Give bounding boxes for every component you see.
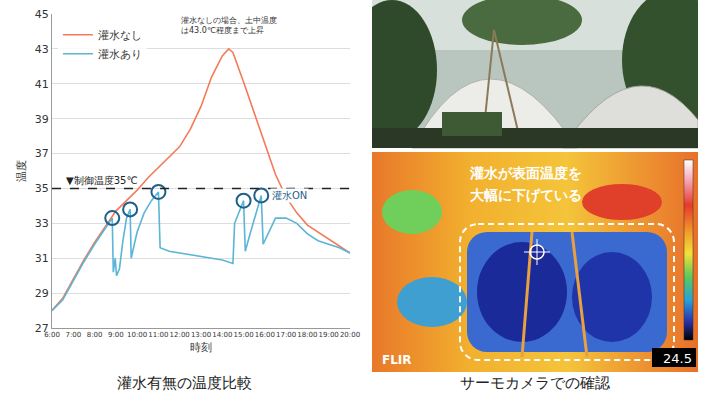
svg-text:15:00: 15:00 xyxy=(233,331,253,339)
svg-text:灌水なしの場合、土中温度は43.0℃程度まで上昇: 灌水なしの場合、土中温度は43.0℃程度まで上昇 xyxy=(181,16,277,35)
svg-text:20:00: 20:00 xyxy=(340,331,360,339)
svg-text:7:00: 7:00 xyxy=(65,331,81,339)
svg-text:FLIR: FLIR xyxy=(382,353,412,367)
svg-text:灌水なし: 灌水なし xyxy=(98,29,142,42)
svg-text:19:00: 19:00 xyxy=(319,331,339,339)
html-text:サーモカメラでの確認: サーモカメラでの確認 xyxy=(460,374,610,392)
svg-text:時刻: 時刻 xyxy=(190,341,212,354)
svg-text:9:00: 9:00 xyxy=(108,331,124,339)
svg-text:6:00: 6:00 xyxy=(44,331,60,339)
svg-text:45: 45 xyxy=(35,8,49,21)
svg-text:16:00: 16:00 xyxy=(255,331,275,339)
svg-text:17:00: 17:00 xyxy=(276,331,296,339)
html-text:灌水有無の温度比較: 灌水有無の温度比較 xyxy=(116,374,252,392)
svg-text:41: 41 xyxy=(35,78,49,91)
svg-text:43: 43 xyxy=(35,43,49,56)
svg-text:▼制御温度35℃: ▼制御温度35℃ xyxy=(66,175,138,186)
svg-text:大幅に下げている: 大幅に下げている xyxy=(470,187,582,203)
svg-text:10:00: 10:00 xyxy=(127,331,147,339)
svg-text:33: 33 xyxy=(35,217,49,230)
svg-text:29: 29 xyxy=(35,287,49,300)
svg-text:13:00: 13:00 xyxy=(191,331,211,339)
svg-text:灌水ON: 灌水ON xyxy=(272,190,307,201)
svg-text:37: 37 xyxy=(35,147,49,160)
svg-text:18:00: 18:00 xyxy=(297,331,317,339)
svg-text:12:00: 12:00 xyxy=(170,331,190,339)
svg-text:24.5: 24.5 xyxy=(663,351,692,366)
svg-text:14:00: 14:00 xyxy=(212,331,232,339)
svg-text:11:00: 11:00 xyxy=(148,331,168,339)
svg-text:灌水あり: 灌水あり xyxy=(98,48,142,61)
svg-text:35: 35 xyxy=(35,182,49,195)
svg-text:灌水が表面温度を: 灌水が表面温度を xyxy=(469,165,582,181)
svg-text:8:00: 8:00 xyxy=(87,331,103,339)
svg-text:39: 39 xyxy=(35,113,49,126)
svg-text:温度: 温度 xyxy=(15,160,28,182)
svg-text:31: 31 xyxy=(35,252,49,265)
svg-text:27: 27 xyxy=(35,322,49,335)
